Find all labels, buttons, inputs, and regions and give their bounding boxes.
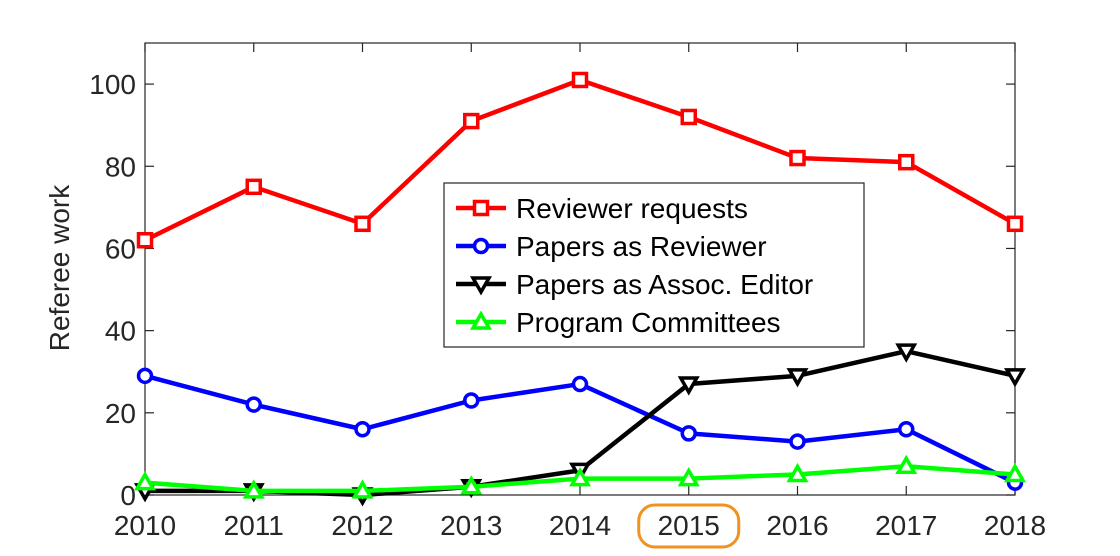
data-point bbox=[460, 475, 483, 495]
legend-box bbox=[443, 182, 865, 348]
legend-label: Papers as Assoc. Editor bbox=[516, 269, 813, 300]
data-point bbox=[789, 149, 806, 167]
legend-label: Papers as Reviewer bbox=[516, 231, 767, 262]
y-tick-label: 40 bbox=[105, 316, 136, 347]
series-layer bbox=[133, 71, 1027, 507]
data-point bbox=[895, 343, 918, 363]
data-point bbox=[463, 392, 480, 409]
x-tick-label: 2015 bbox=[658, 510, 720, 541]
y-tick-label: 60 bbox=[105, 233, 136, 264]
data-point bbox=[895, 454, 918, 474]
data-point bbox=[571, 71, 589, 89]
legend: Reviewer requests Papers as Reviewer Paper… bbox=[443, 182, 865, 348]
data-point bbox=[680, 425, 697, 442]
x-tick-label: 2014 bbox=[549, 510, 611, 541]
data-point bbox=[1003, 462, 1027, 483]
legend-marker bbox=[469, 310, 493, 330]
data-point bbox=[568, 467, 592, 487]
x-tick-label: 2011 bbox=[224, 510, 284, 541]
y-tick-label: 0 bbox=[120, 480, 136, 511]
y-tick-label: 80 bbox=[105, 151, 136, 182]
data-point bbox=[354, 215, 371, 233]
y-tick-label: 100 bbox=[89, 69, 136, 100]
series-papers-as-reviewer bbox=[136, 367, 1024, 491]
data-point bbox=[242, 479, 265, 499]
data-point bbox=[354, 421, 371, 438]
x-tick-label: 2010 bbox=[114, 510, 176, 541]
data-point bbox=[245, 178, 262, 196]
x-tick-label: 2013 bbox=[440, 510, 502, 541]
legend-marker bbox=[469, 276, 493, 296]
data-point bbox=[677, 467, 700, 487]
data-point bbox=[786, 368, 809, 388]
x-tick-label: 2012 bbox=[331, 510, 393, 541]
x-tick-label: 2018 bbox=[984, 510, 1046, 541]
y-axis-title: Referee work bbox=[44, 184, 75, 352]
series-reviewer-requests bbox=[136, 71, 1024, 249]
data-point bbox=[351, 479, 374, 499]
legend-label: Reviewer requests bbox=[516, 193, 748, 224]
series-program-committees bbox=[133, 454, 1027, 499]
data-point bbox=[677, 376, 700, 396]
data-point bbox=[571, 375, 589, 393]
y-tick-label: 20 bbox=[105, 398, 136, 429]
x-tick-label: 2017 bbox=[875, 510, 937, 541]
legend-marker bbox=[472, 237, 490, 255]
data-point bbox=[133, 471, 157, 491]
tick-labels: 0 20 40 60 80 100 2010 2011 2012 2013 2014 2015 2016… bbox=[89, 69, 1046, 549]
data-point bbox=[136, 231, 154, 249]
data-point bbox=[1006, 215, 1024, 233]
data-point bbox=[463, 112, 480, 130]
data-point bbox=[245, 396, 262, 413]
data-point bbox=[898, 421, 915, 438]
legend-label: Program Committees bbox=[516, 307, 781, 338]
data-point bbox=[1003, 368, 1027, 388]
data-point bbox=[786, 462, 809, 483]
highlight-box bbox=[637, 503, 741, 549]
data-point bbox=[136, 367, 154, 385]
data-point bbox=[898, 153, 915, 171]
data-point bbox=[789, 433, 806, 450]
data-point bbox=[680, 108, 697, 126]
x-tick-label: 2016 bbox=[766, 510, 828, 541]
legend-marker bbox=[472, 199, 490, 217]
